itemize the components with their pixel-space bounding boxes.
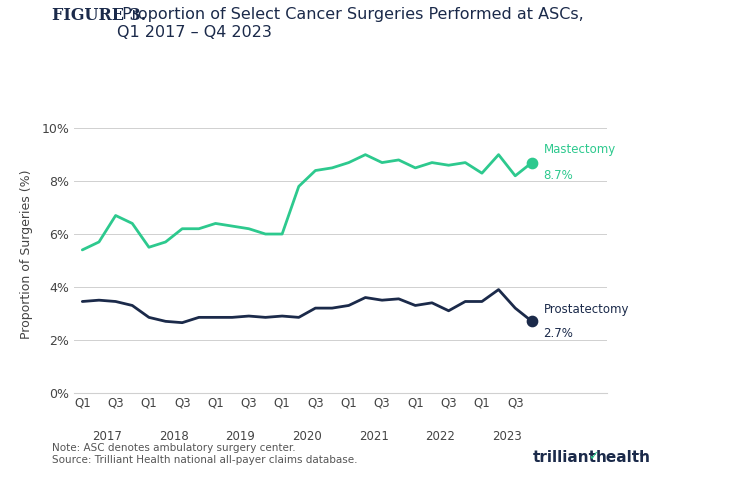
Text: 2017: 2017 bbox=[92, 430, 122, 443]
Text: trilliant: trilliant bbox=[533, 450, 596, 465]
Text: ✓: ✓ bbox=[588, 450, 599, 463]
Text: 2019: 2019 bbox=[226, 430, 255, 443]
Text: health: health bbox=[596, 450, 650, 465]
Text: 2022: 2022 bbox=[425, 430, 455, 443]
Text: FIGURE 3.: FIGURE 3. bbox=[52, 7, 146, 24]
Text: 2023: 2023 bbox=[492, 430, 522, 443]
Text: 8.7%: 8.7% bbox=[543, 169, 574, 182]
Y-axis label: Proportion of Surgeries (%): Proportion of Surgeries (%) bbox=[20, 169, 33, 339]
Point bbox=[526, 159, 538, 166]
Text: 2021: 2021 bbox=[359, 430, 388, 443]
Text: Proportion of Select Cancer Surgeries Performed at ASCs,
Q1 2017 – Q4 2023: Proportion of Select Cancer Surgeries Pe… bbox=[117, 7, 584, 40]
Text: Mastectomy: Mastectomy bbox=[543, 143, 616, 156]
Text: 2018: 2018 bbox=[159, 430, 189, 443]
Text: 2.7%: 2.7% bbox=[543, 327, 574, 340]
Text: Note: ASC denotes ambulatory surgery center.
Source: Trilliant Health national a: Note: ASC denotes ambulatory surgery cen… bbox=[52, 443, 357, 465]
Text: ™: ™ bbox=[638, 453, 647, 462]
Text: 2020: 2020 bbox=[292, 430, 322, 443]
Text: Prostatectomy: Prostatectomy bbox=[543, 303, 629, 316]
Point bbox=[526, 318, 538, 325]
